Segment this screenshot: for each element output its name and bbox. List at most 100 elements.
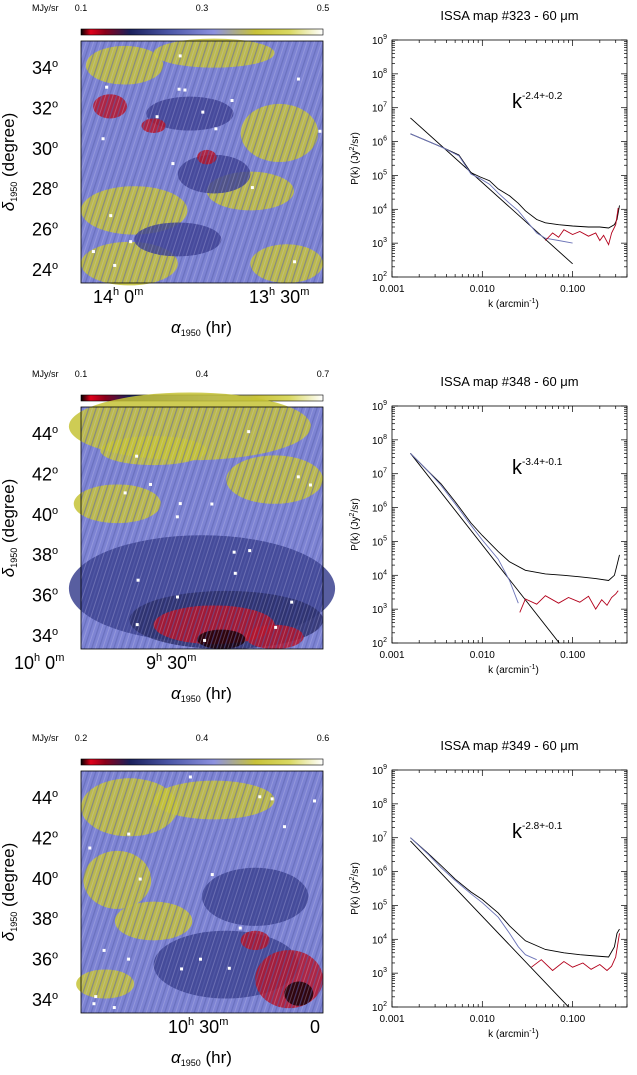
y-tick-exponent: 9 — [383, 34, 387, 41]
series-total-line — [410, 452, 620, 581]
y-tick-degrees: 32 — [32, 98, 52, 118]
y-tick-label: 103 — [372, 603, 387, 616]
map-point-source — [203, 638, 207, 642]
map-point-source — [113, 263, 117, 267]
map-point-source — [227, 966, 231, 970]
slope-annotation-base: k — [512, 91, 523, 113]
y-tick-label: 106 — [372, 866, 387, 879]
x-axis-label-sup: -1 — [529, 664, 535, 671]
y-tick-degrees: 42 — [32, 828, 52, 848]
map-point-source — [88, 846, 92, 850]
x-tick-label: 9h 30m — [146, 652, 196, 673]
y-tick-label: 108 — [372, 798, 387, 811]
x-tick-label: 10h 0m — [14, 652, 64, 673]
map-point-source — [136, 578, 140, 582]
x-axis-label: α1950 (hr) — [171, 318, 232, 338]
x-axis-label: α1950 (hr) — [171, 1048, 232, 1068]
x-tick-label: 0.100 — [560, 650, 585, 661]
map-point-source — [248, 549, 252, 553]
map-point-source — [232, 550, 236, 554]
y-tick-label: 44o — [32, 424, 58, 444]
y-tick-label: 36o — [32, 586, 58, 606]
x-tick-label: 0.010 — [470, 284, 495, 295]
map-point-source — [178, 502, 182, 506]
map-point-source — [313, 799, 317, 803]
y-tick-label: 24o — [32, 260, 58, 280]
map-frame — [80, 770, 324, 1014]
map-point-source — [127, 832, 131, 836]
y-tick-degree-mark: o — [52, 98, 58, 110]
y-axis-sub: 1950 — [9, 912, 19, 932]
map-point-source — [210, 873, 214, 877]
y-tick-label: 44o — [32, 788, 58, 808]
y-tick-base: 10 — [372, 273, 384, 284]
map-point-source — [274, 625, 278, 629]
plot-frame — [391, 39, 628, 278]
x-tick-label: 0.010 — [470, 1014, 495, 1025]
map-streaks — [81, 771, 323, 1013]
map-streaks — [81, 407, 323, 649]
y-tick-exponent: 5 — [383, 535, 387, 542]
map-point-source — [149, 482, 153, 486]
y-tick-exponent: 9 — [383, 400, 387, 407]
y-tick-base: 10 — [372, 436, 384, 447]
y-tick-exponent: 3 — [383, 967, 387, 974]
map-point-source — [109, 214, 113, 218]
x-tick-m: m — [300, 286, 309, 298]
y-tick-degree-mark: o — [52, 545, 58, 557]
x-tick-m: m — [134, 286, 143, 298]
y-tick-label: 38o — [32, 545, 58, 565]
y-tick-degree-mark: o — [52, 179, 58, 191]
x-tick-label: 0.001 — [379, 1014, 404, 1025]
colorbar-tick-label: 0.7 — [317, 369, 330, 379]
y-tick-label: 108 — [372, 434, 387, 447]
y-tick-degree-mark: o — [52, 990, 58, 1002]
y-axis-label: P(k) (Jy2/sr) — [349, 862, 361, 915]
y-tick-degree-mark: o — [52, 505, 58, 517]
y-axis-label-sup: 2 — [349, 146, 356, 150]
y-tick-degrees: 42 — [32, 464, 52, 484]
x-tick-label: 10h 30m — [168, 1016, 228, 1037]
map-point-source — [293, 260, 297, 264]
x-tick-label: 0.001 — [379, 284, 404, 295]
y-tick-exponent: 7 — [383, 102, 387, 109]
y-tick-base: 10 — [372, 205, 384, 216]
slope-annotation: k-2.8+-0.1 — [512, 821, 563, 843]
series-corrected-line — [410, 837, 537, 961]
y-tick-exponent: 8 — [383, 434, 387, 441]
map-image — [80, 38, 323, 286]
map-point-source — [258, 795, 262, 799]
x-tick-h: h — [34, 652, 40, 664]
map-point-source — [155, 115, 159, 119]
y-axis-label: P(k) (Jy2/sr) — [349, 498, 361, 551]
spectrum-panel-3: ISSA map #348 - 60 μm0.001 0.010 0.1001021… — [349, 374, 628, 676]
x-tick-m: m — [187, 652, 196, 664]
y-tick-label: 36o — [32, 950, 58, 970]
x-tick-m: m — [219, 1016, 228, 1028]
series-noise-line — [519, 590, 619, 613]
y-tick-exponent: 3 — [383, 603, 387, 610]
map-point-source — [290, 600, 294, 604]
x-axis-label: k (arcmin-1) — [488, 1028, 539, 1040]
spectrum-panel-5: ISSA map #349 - 60 μm0.001 0.010 0.1001021… — [349, 738, 628, 1040]
y-tick-label: 42o — [32, 828, 58, 848]
map-point-source — [102, 948, 106, 952]
y-tick-label: 109 — [372, 764, 387, 777]
y-tick-exponent: 6 — [383, 866, 387, 873]
y-tick-degree-mark: o — [52, 220, 58, 232]
map-point-source — [171, 162, 175, 166]
x-axis-unit: (hr) — [205, 684, 231, 703]
x-tick-label: 14h 0m — [93, 286, 143, 307]
plot-area — [410, 117, 620, 265]
map-point-source — [178, 54, 182, 58]
y-tick-degree-mark: o — [52, 626, 58, 638]
y-tick-degrees: 38 — [32, 545, 52, 565]
y-tick-degree-mark: o — [52, 828, 58, 840]
map-point-source — [247, 430, 251, 434]
slope-annotation-base: k — [512, 457, 523, 479]
x-axis-label: k (arcmin-1) — [488, 664, 539, 676]
y-axis-label: δ1950 (degree) — [0, 113, 19, 211]
x-tick-label: 0.010 — [470, 650, 495, 661]
